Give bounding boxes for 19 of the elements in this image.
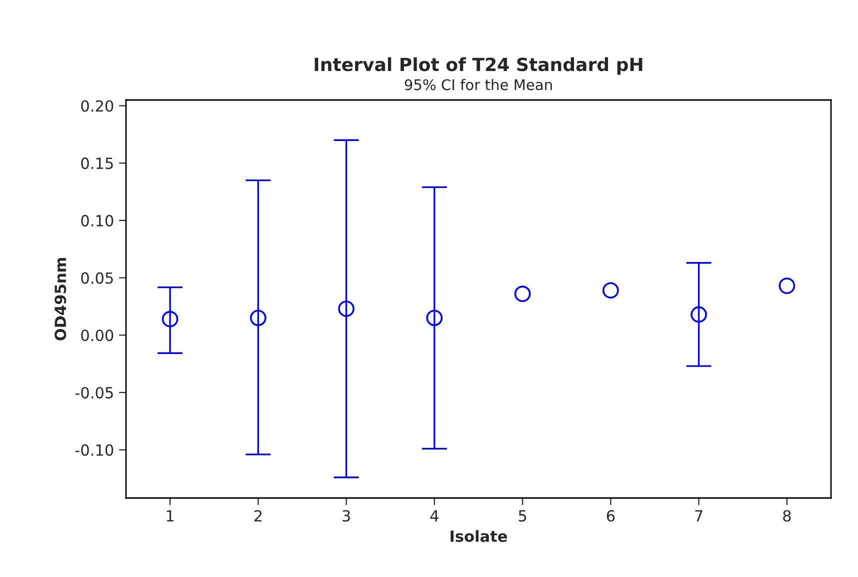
y-tick-label: 0.05: [81, 272, 113, 284]
y-tick-label: 0.10: [81, 214, 114, 226]
y-tick-label: 0.15: [81, 158, 113, 170]
y-tick-label: -0.10: [75, 444, 114, 456]
x-tick-label: 3: [342, 510, 350, 522]
y-tick-label: 0.00: [81, 330, 114, 342]
x-tick-label: 4: [430, 510, 438, 522]
y-tick-label: 0.20: [81, 100, 114, 112]
chart-title: Interval Plot of T24 Standard pH: [314, 57, 642, 75]
x-tick-label: 1: [166, 510, 174, 522]
y-axis-title: OD495nm: [54, 258, 66, 340]
chart-subtitle: 95% CI for the Mean: [404, 78, 552, 90]
x-tick-label: 5: [518, 510, 526, 522]
x-tick-label: 8: [783, 510, 791, 522]
y-tick-label: -0.05: [75, 386, 113, 398]
x-axis-title: Isolate: [450, 530, 508, 542]
x-tick-label: 6: [606, 510, 615, 522]
x-tick-label: 7: [695, 510, 702, 522]
x-tick-label: 2: [254, 510, 262, 522]
